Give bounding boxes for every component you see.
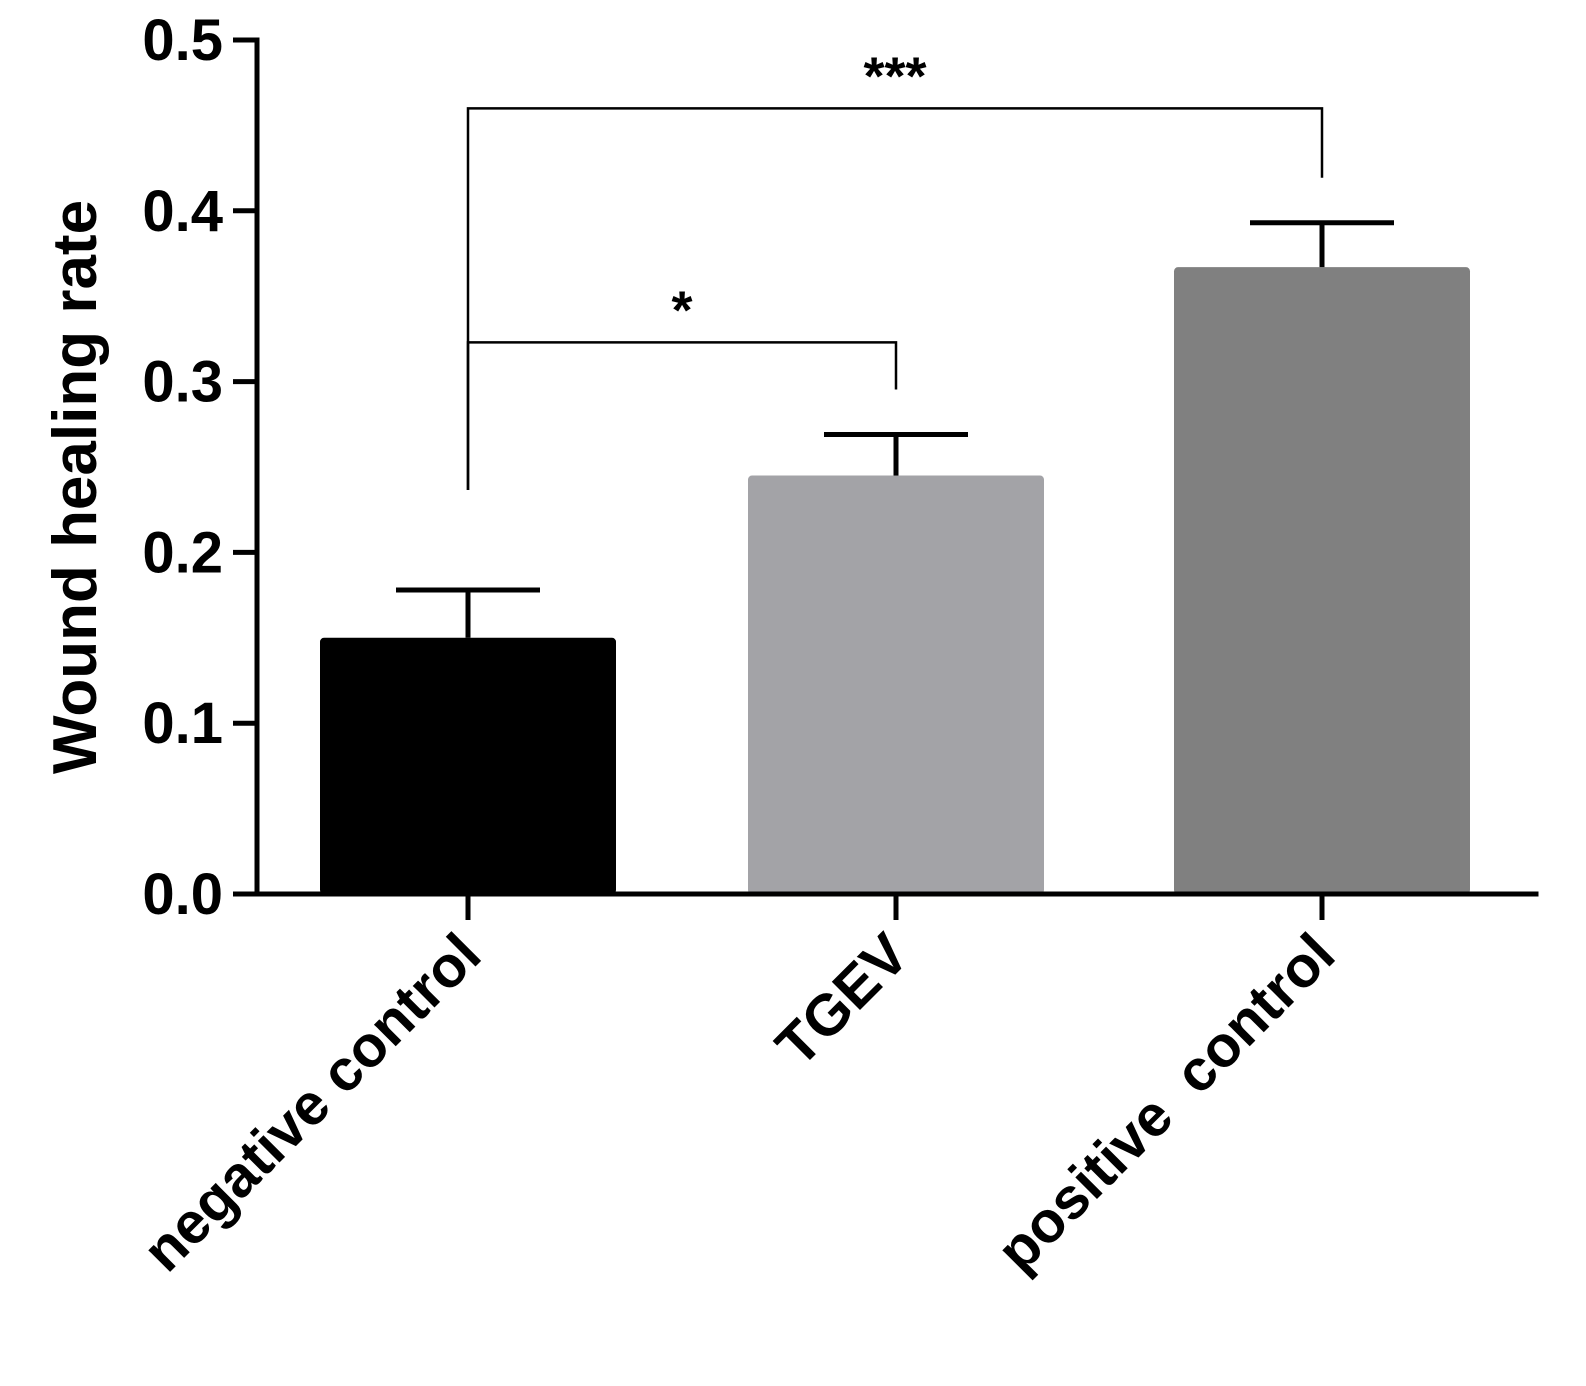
significance-layer: **** (466, 46, 1324, 490)
bars-layer (320, 267, 1470, 894)
y-tick-label: 0.2 (142, 520, 223, 585)
y-tick-label: 0.3 (142, 350, 223, 415)
bar-0 (320, 637, 616, 894)
significance-label: * (671, 280, 692, 340)
bar-2 (1174, 267, 1470, 894)
significance-bracket (466, 107, 1324, 490)
significance-label: *** (863, 46, 926, 106)
x-tick-label: negative control (130, 921, 493, 1284)
y-tick-label: 0.5 (142, 8, 223, 73)
y-tick-label: 0.4 (142, 179, 223, 244)
bar-1 (748, 475, 1044, 894)
y-tick-label: 0.0 (142, 862, 223, 927)
x-tick-label: positive control (984, 921, 1347, 1284)
error-bars-layer (396, 220, 1394, 638)
y-axis-title: Wound healing rate (41, 200, 110, 774)
y-tick-label: 0.1 (142, 691, 223, 756)
x-ticks-layer: negative control TGEV positive control (130, 894, 1347, 1284)
y-ticks-layer: 0.0 0.1 0.2 0.3 0.4 0.5 (142, 8, 257, 927)
x-tick-label: TGEV (764, 921, 922, 1079)
significance-bracket (466, 341, 898, 490)
